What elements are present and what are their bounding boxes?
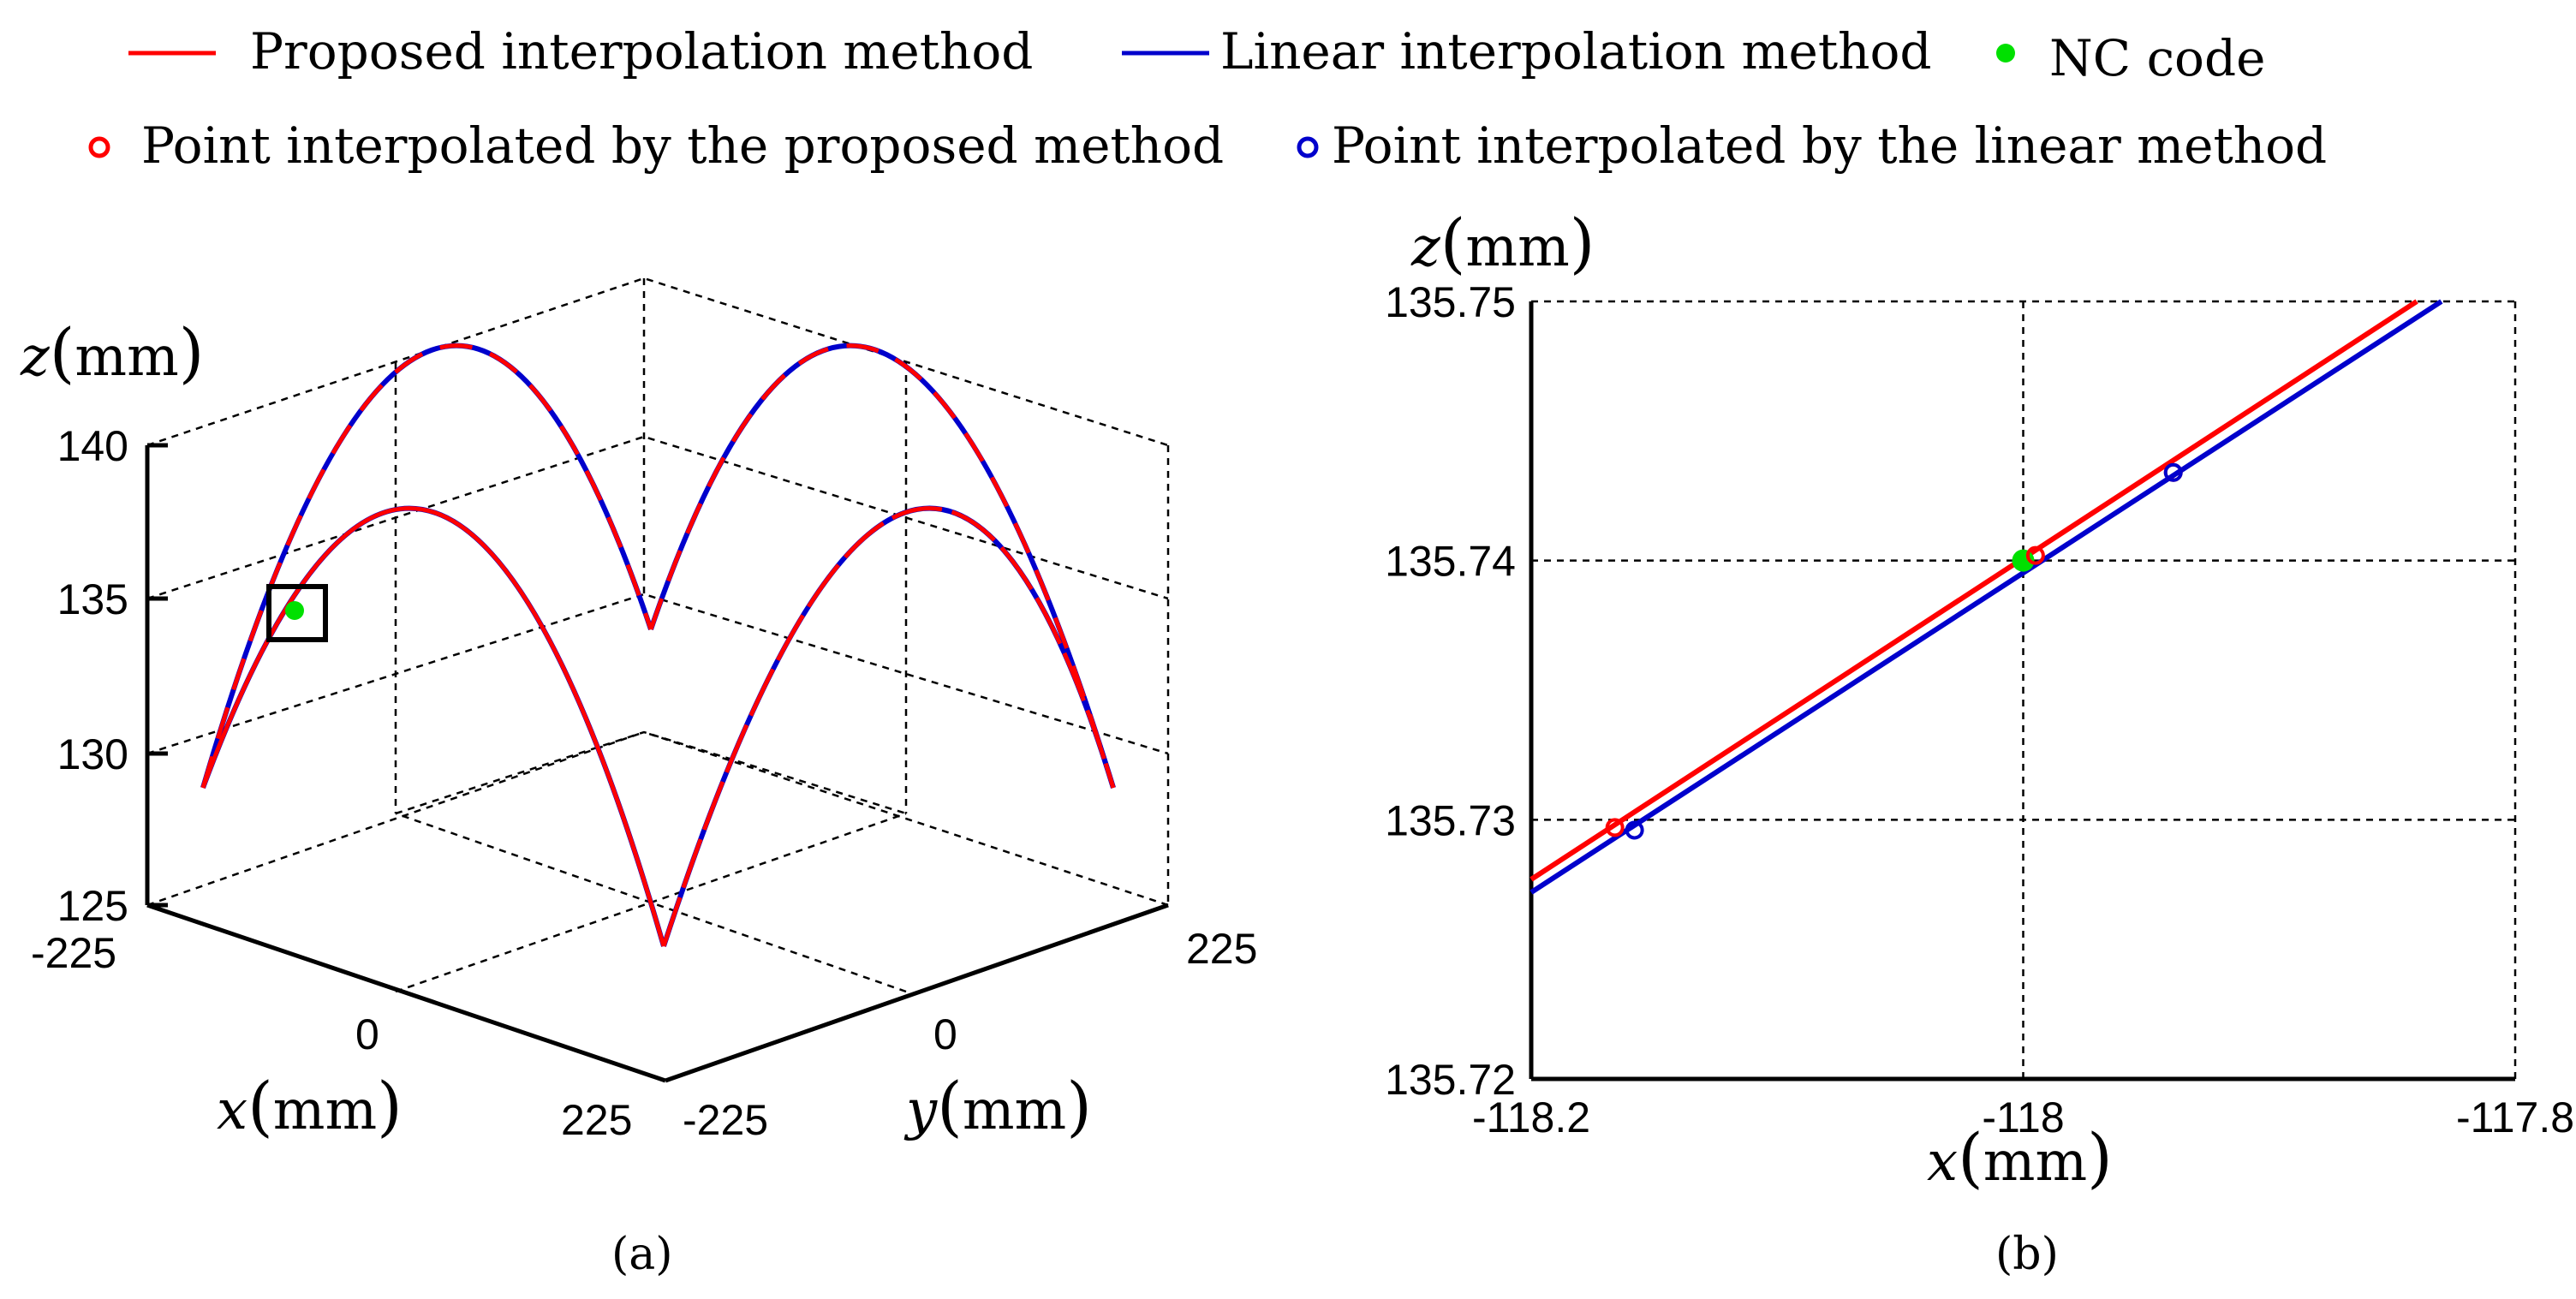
panel-a-linear-arch-4 xyxy=(661,505,1116,947)
legend-swatch-linear-point xyxy=(1297,136,1319,158)
panel-b-caption: (b) xyxy=(1995,1229,2059,1280)
panel-a-series-linear xyxy=(200,343,1116,947)
panel-a-box-grid xyxy=(146,277,1170,993)
panel-b-x-ticks: -118.2 -118 -117.8 xyxy=(1472,1093,2574,1141)
panel-b-linear-point xyxy=(2163,462,2183,482)
panel-a-x-label: x(mm) xyxy=(217,1068,402,1144)
panel-b-y-tick-label: 135.75 xyxy=(1385,278,1516,326)
panel-a-3d-plot: 140 135 130 125 -225 0 225 -225 0 225 z(… xyxy=(20,277,1257,1280)
panel-b-y-tick-label: 135.74 xyxy=(1385,538,1516,586)
legend-label-proposed-point: Point interpolated by the proposed metho… xyxy=(141,116,1224,175)
panel-a-linear-arch-2 xyxy=(648,343,1116,789)
panel-a-proposed-arch-1 xyxy=(200,343,653,789)
panel-a-proposed-arch-2 xyxy=(648,343,1116,789)
panel-a-linear-arch-3 xyxy=(200,505,666,947)
panel-b-y-tick-label: 135.73 xyxy=(1385,796,1516,844)
panel-a-x-tick-0: 0 xyxy=(355,1010,379,1058)
panel-b-points xyxy=(1605,462,2183,840)
panel-b-zoom-plot: -118.2 -118 -117.8 135.72 135.73 135.74 … xyxy=(1385,205,2574,1280)
panel-a-y-label: y(mm) xyxy=(903,1068,1092,1144)
panel-a-x-tick-neg225: -225 xyxy=(31,929,116,977)
panel-b-x-tick-label: -117.8 xyxy=(2456,1093,2574,1141)
panel-a-nc-code-point xyxy=(285,601,304,620)
panel-a-caption: (a) xyxy=(611,1229,673,1280)
panel-b-y-tick-label: 135.72 xyxy=(1385,1056,1516,1104)
panel-a-z-label: z(mm) xyxy=(20,314,204,390)
panel-a-z-tick-135: 135 xyxy=(57,575,128,623)
panel-b-proposed-point xyxy=(2025,545,2045,565)
legend: Proposed interpolation method Linear int… xyxy=(88,22,2327,175)
panel-a-proposed-arch-3 xyxy=(200,506,666,947)
panel-b-proposed-point xyxy=(1605,818,1625,837)
panel-a-y-tick-0: 0 xyxy=(933,1010,957,1058)
legend-swatch-nc-code xyxy=(1996,44,2015,63)
panel-a-y-tick-225: 225 xyxy=(1186,925,1257,973)
panel-a-series-proposed xyxy=(200,343,1116,789)
legend-label-proposed: Proposed interpolation method xyxy=(250,22,1033,80)
legend-label-nc-code: NC code xyxy=(2049,29,2265,87)
panel-a-x-tick-225: 225 xyxy=(561,1096,632,1144)
panel-a-z-tick-125: 125 xyxy=(57,882,128,930)
panel-a-zoom-box xyxy=(266,584,328,642)
panel-b-series xyxy=(1530,299,2443,895)
panel-b-frame xyxy=(1529,301,2515,1082)
panel-a-z-ticks: 140 135 130 125 xyxy=(57,422,168,930)
panel-b-x-label: x(mm) xyxy=(1927,1119,2113,1195)
legend-label-linear-point: Point interpolated by the linear method xyxy=(1332,116,2327,175)
panel-a-proposed-arch-4 xyxy=(661,506,1116,947)
panel-b-z-label: z(mm) xyxy=(1410,205,1595,281)
panel-b-x-tick-label: -118 xyxy=(1982,1093,2064,1141)
panel-b-x-tick-label: -118.2 xyxy=(1472,1093,1590,1141)
panel-b-grid xyxy=(1530,300,2517,1081)
panel-a-linear-arch-1 xyxy=(200,343,653,789)
panel-a-z-tick-130: 130 xyxy=(57,730,128,778)
panel-a-z-tick-140: 140 xyxy=(57,422,128,470)
legend-swatch-proposed-point xyxy=(88,136,110,158)
panel-a-y-tick-neg225: -225 xyxy=(683,1096,768,1144)
panel-a-x-axis xyxy=(146,903,666,1083)
legend-label-linear: Linear interpolation method xyxy=(1220,22,1932,80)
panel-b-line-proposed xyxy=(1530,299,2418,882)
panel-b-line-linear xyxy=(1530,299,2443,895)
panel-b-y-ticks: 135.72 135.73 135.74 135.75 xyxy=(1385,278,1516,1104)
panel-a-y-axis xyxy=(665,903,1169,1083)
panel-b-linear-point xyxy=(1625,820,1644,840)
panel-a-series-proposed-front xyxy=(200,506,1116,947)
